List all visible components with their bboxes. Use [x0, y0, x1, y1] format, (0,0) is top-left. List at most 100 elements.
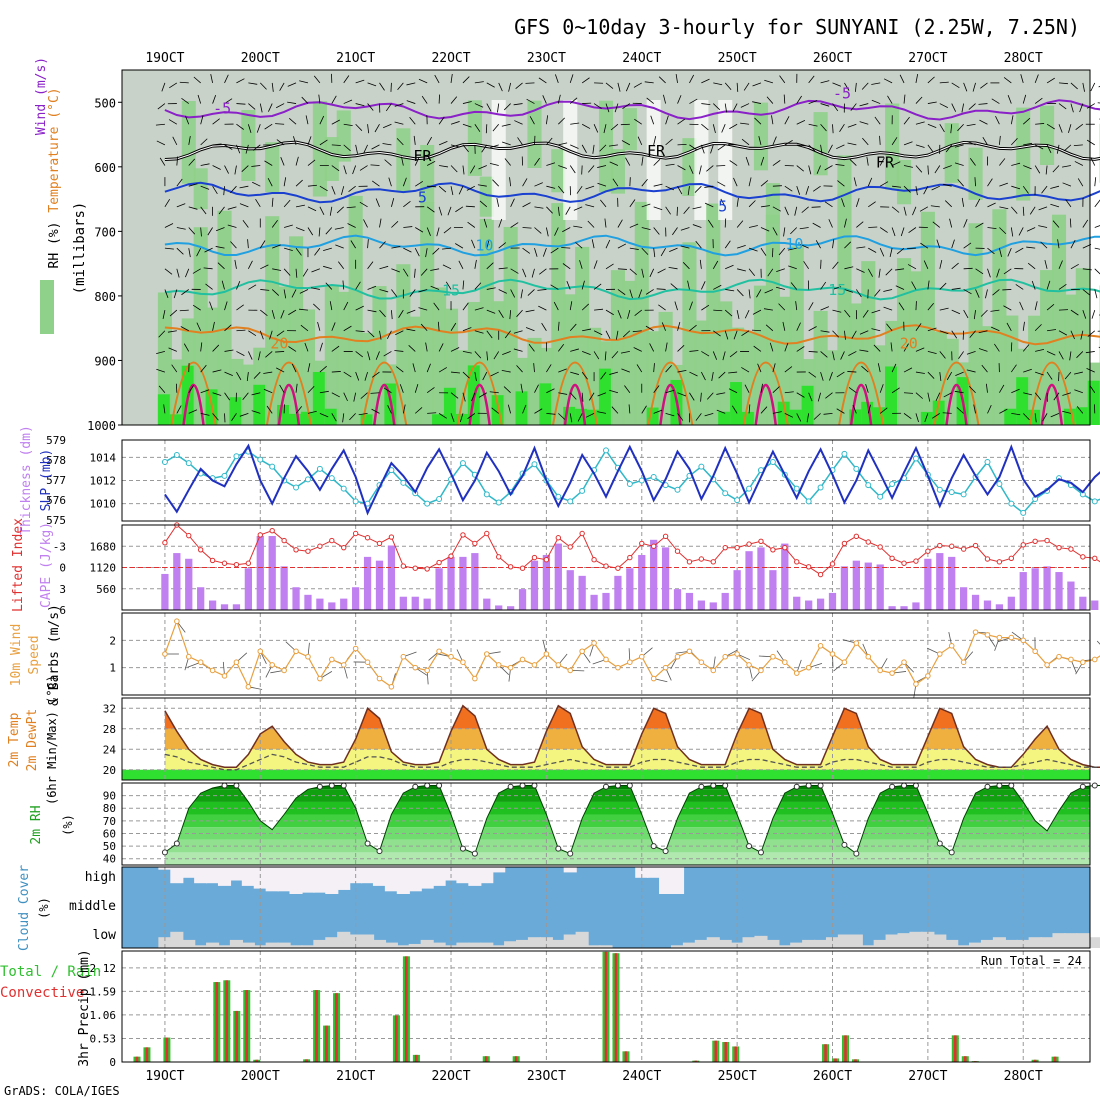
wind-barb: [987, 202, 996, 208]
wind-barb: [641, 247, 649, 255]
cape-bar: [733, 570, 741, 610]
wind-barb: [1091, 309, 1096, 319]
li-point: [412, 565, 418, 571]
cloud-high-gap: [301, 867, 315, 893]
cloud-low-gap: [229, 939, 243, 948]
wind-barb: [975, 222, 984, 228]
wind-barb: [528, 343, 535, 352]
wind-barb: [331, 413, 337, 422]
wind-barb: [498, 267, 508, 270]
wind-barb: [1022, 344, 1030, 352]
wind-barb: [501, 369, 511, 373]
isotherm-20-arc: [552, 361, 598, 426]
wind-barb: [713, 330, 721, 337]
cloud-high-gap: [420, 867, 434, 889]
cloud-high-gap: [444, 867, 458, 881]
wind-barb: [546, 162, 556, 166]
wind-barb: [1069, 218, 1072, 228]
wind-barb: [167, 330, 177, 333]
wind-barb: [665, 138, 673, 146]
wind-barb: [701, 351, 710, 357]
wind-barb: [1023, 165, 1032, 170]
wind-barb: [1023, 142, 1033, 146]
wind-barb: [520, 289, 523, 299]
cape-bar: [1031, 568, 1039, 610]
wind-barb: [885, 268, 893, 276]
wind-barb: [912, 206, 917, 216]
wind-barb: [1089, 385, 1096, 393]
cape-bar: [483, 598, 491, 610]
wind-barb: [450, 121, 460, 125]
wind-barb: [817, 392, 821, 402]
wind-barb: [851, 330, 857, 339]
wind-barb: [371, 408, 380, 414]
wind-barb: [981, 364, 988, 373]
wind-barb: [205, 283, 213, 290]
wind-barb: [474, 351, 482, 359]
rh-point: [412, 783, 419, 790]
rh-point: [1079, 783, 1086, 790]
wind-barb: [343, 325, 352, 332]
wind-barb: [534, 157, 540, 166]
thickness-point: [173, 452, 180, 459]
wind-barb: [677, 369, 687, 373]
cape-bar: [971, 594, 980, 610]
wind10m-point: [972, 629, 979, 635]
li-point: [209, 557, 216, 564]
wind-barb: [224, 301, 228, 311]
rh-point: [614, 782, 621, 789]
wind-barb: [808, 75, 815, 84]
wind-barb: [399, 384, 404, 393]
wind-barb: [192, 304, 201, 311]
li-point: [913, 558, 919, 564]
precip-conv-bar: [724, 1042, 728, 1062]
wind-barb: [343, 99, 353, 104]
wind-barb: [522, 404, 527, 414]
cape-bar: [530, 560, 539, 610]
wind-barb: [367, 124, 370, 134]
wind-barb: [605, 239, 611, 249]
wind-barb: [992, 289, 1000, 296]
wind-barb: [784, 185, 793, 192]
wind-barb: [331, 371, 341, 373]
wind-barb: [677, 413, 684, 421]
wind-barb: [620, 351, 630, 354]
wind-barb: [534, 206, 544, 209]
wind-barb: [1075, 123, 1084, 130]
rh-upper-blob: [265, 142, 280, 193]
wind-barb: [531, 268, 535, 278]
cloud-low-gap: [563, 934, 577, 948]
wind-barb: [188, 135, 191, 145]
wind-barb: [1097, 102, 1100, 104]
contour-label: -5: [833, 85, 851, 103]
precip-conv-bar: [614, 953, 618, 1062]
wind-barb: [295, 247, 302, 256]
li-point: [305, 548, 311, 554]
rh-mid-blob: [813, 310, 828, 425]
wind-barb: [832, 286, 842, 290]
wind-barb: [553, 301, 559, 311]
wind-barb: [504, 158, 511, 166]
wind-barb: [569, 413, 573, 423]
wind-barb: [496, 197, 500, 207]
cape-bar: [936, 553, 944, 610]
wind-barb: [694, 185, 702, 193]
li-point: [758, 538, 764, 544]
wind-barb: [751, 329, 762, 332]
isotherm-25-arc: [1040, 384, 1064, 426]
wind-barb: [260, 264, 269, 270]
wind-barb: [458, 186, 464, 195]
wind-barb: [999, 158, 1006, 166]
wind-barb: [587, 165, 595, 173]
wind10m-point: [472, 675, 478, 682]
cloud-low-gap: [885, 934, 899, 948]
wind-barb: [224, 349, 234, 352]
wind-barb: [966, 369, 976, 373]
wind-barb: [701, 103, 711, 106]
pressure-tick-label: 900: [94, 354, 116, 368]
wind-barb: [1046, 304, 1055, 311]
rh-mid-blob: [861, 261, 876, 425]
wind10m-point: [221, 673, 228, 679]
wind-barb: [796, 144, 806, 147]
rh-point: [936, 840, 943, 847]
